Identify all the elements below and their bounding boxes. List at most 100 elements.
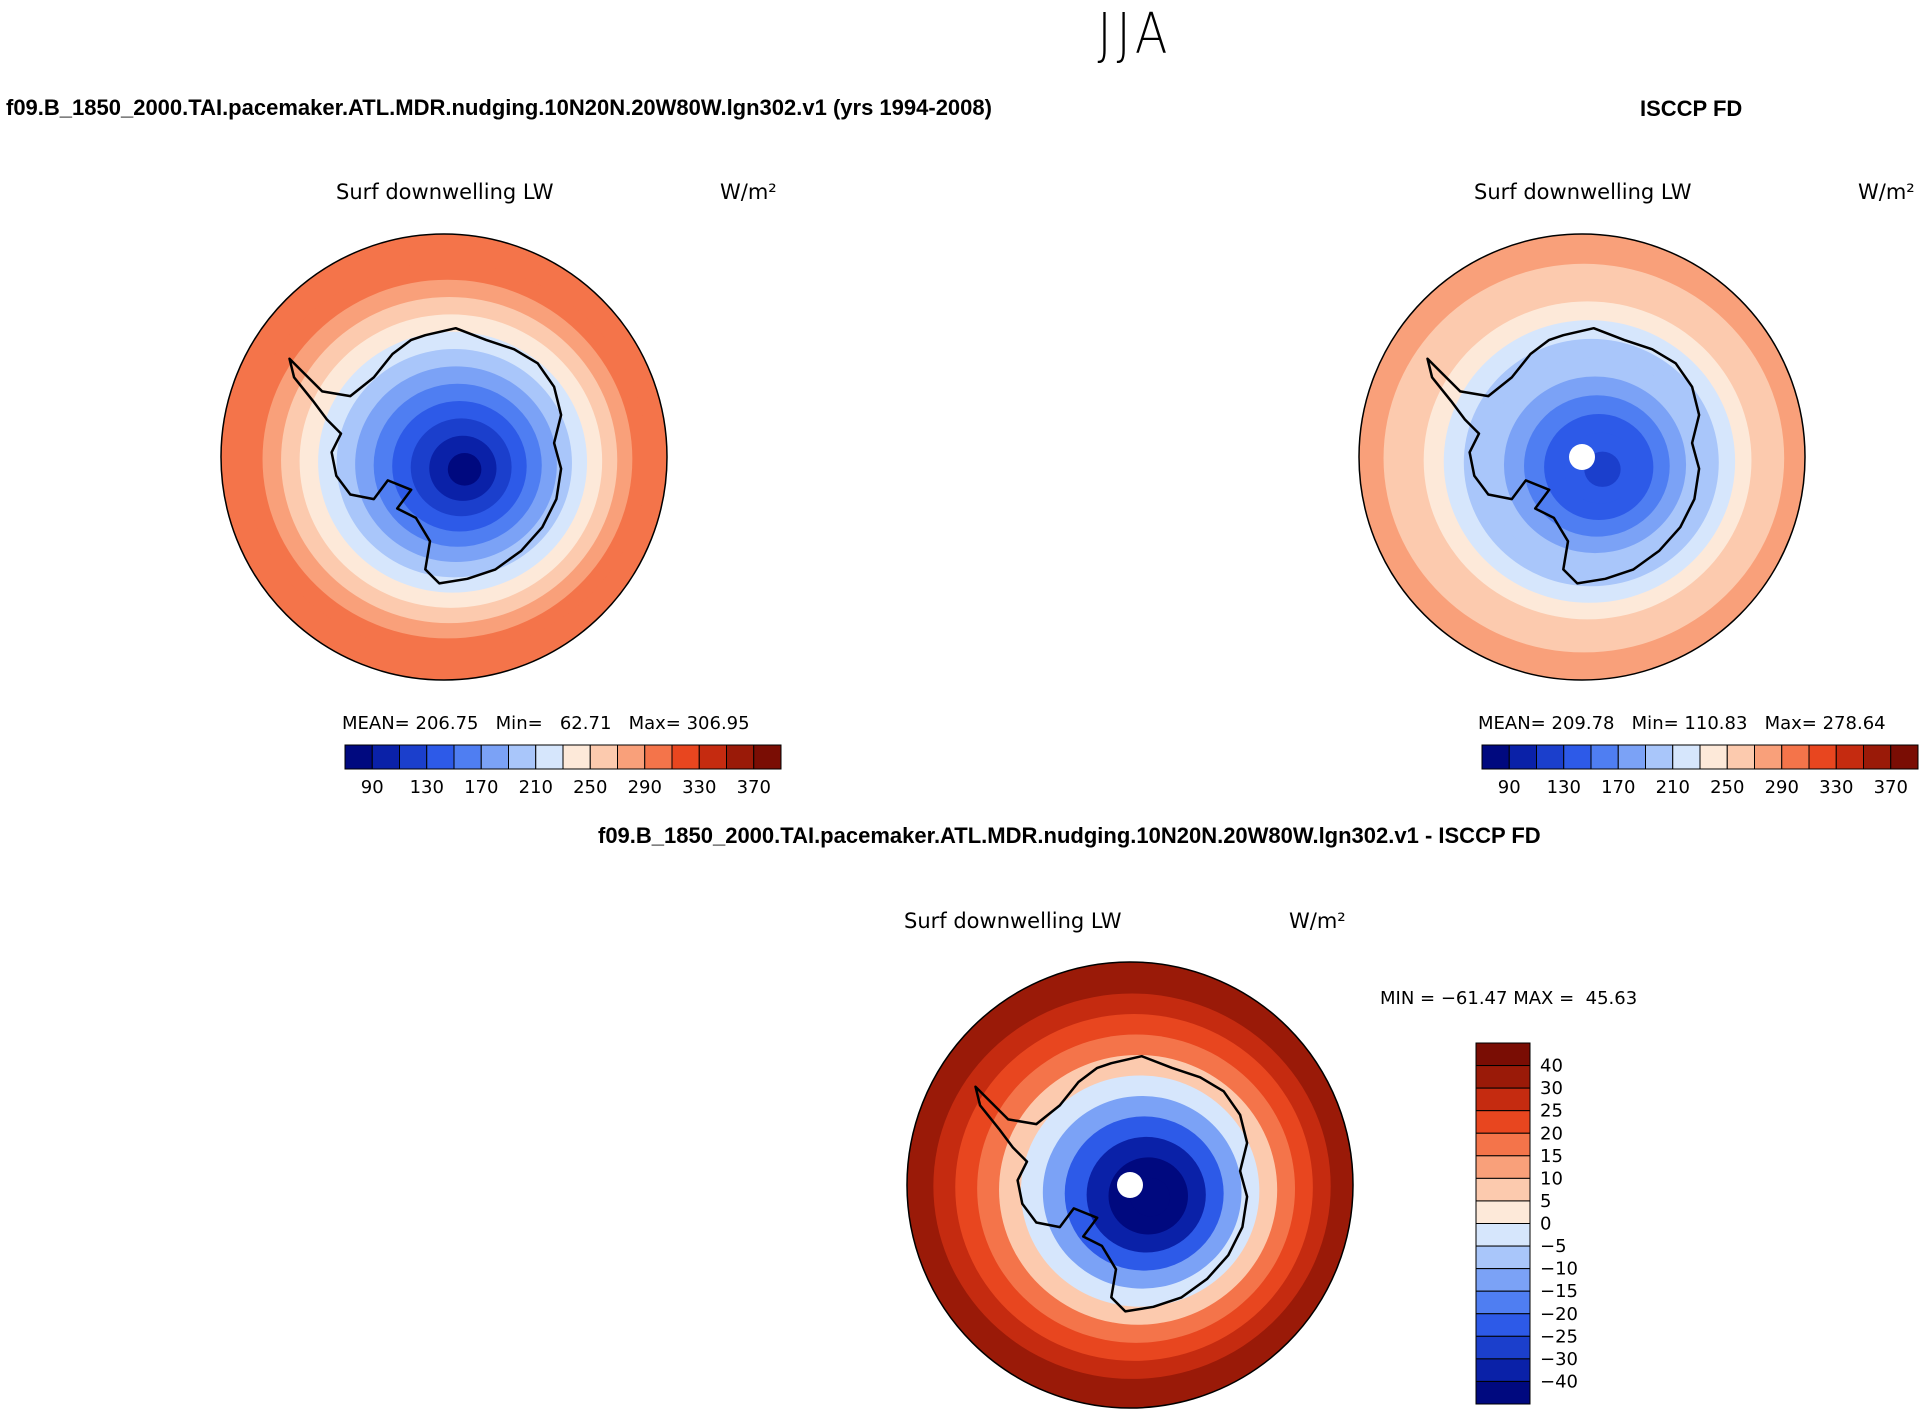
right-min-value: 110.83	[1684, 713, 1748, 734]
colorbar-tick-label: 30	[1540, 1078, 1563, 1099]
colorbar-tick-label: 130	[1547, 777, 1581, 798]
left-max-value: 306.95	[686, 713, 750, 734]
colorbar-box	[1508, 744, 1537, 770]
colorbar-tick-label: 290	[1765, 777, 1799, 798]
diff-max-value: 45.63	[1585, 988, 1638, 1009]
left-max-label: Max=	[628, 713, 681, 734]
colorbar-box	[1536, 744, 1565, 770]
right-max-value: 278.64	[1822, 713, 1886, 734]
colorbar-tick-label: 15	[1540, 1146, 1563, 1167]
colorbar-box	[1645, 744, 1674, 770]
colorbar-tick-label: −40	[1540, 1371, 1578, 1392]
colorbar-box	[1475, 1335, 1531, 1360]
colorbar-tick-label: 90	[361, 777, 384, 798]
colorbar-box	[1617, 744, 1646, 770]
colorbar-tick-label: 250	[573, 777, 607, 798]
colorbar-box	[1672, 744, 1701, 770]
colorbar-box	[562, 744, 591, 770]
right-panel-title: ISCCP FD	[1640, 96, 1743, 121]
colorbar-box	[1835, 744, 1864, 770]
right-mean-value: 209.78	[1551, 713, 1615, 734]
figure-title: JJA	[1097, 2, 1173, 67]
colorbar-box	[1475, 1087, 1531, 1112]
map-boundary	[1358, 233, 1806, 681]
right-variable-label: Surf downwelling LW	[1474, 180, 1692, 204]
colorbar-box	[1890, 744, 1919, 770]
colorbar-box	[344, 744, 373, 770]
colorbar-box	[371, 744, 400, 770]
right-stats: MEAN= 209.78 Min= 110.83 Max= 278.64	[1478, 713, 1886, 734]
colorbar-tick-label: 370	[737, 777, 771, 798]
left-panel-title: f09.B_1850_2000.TAI.pacemaker.ATL.MDR.nu…	[6, 95, 992, 120]
colorbar-box	[1475, 1042, 1531, 1067]
diff-min-label: MIN =	[1380, 988, 1436, 1009]
colorbar-tick-label: 290	[628, 777, 662, 798]
left-mean-value: 206.75	[415, 713, 479, 734]
diff-units-label: W/m²	[1289, 909, 1346, 933]
diff-max-label: MAX =	[1513, 988, 1575, 1009]
colorbar-tick-label: 330	[682, 777, 716, 798]
map-boundary	[906, 961, 1354, 1409]
colorbar-box	[1475, 1200, 1531, 1224]
colorbar-tick-label: −30	[1540, 1349, 1578, 1370]
colorbar-tick-label: 170	[464, 777, 498, 798]
colorbar-tick-label: −20	[1540, 1304, 1578, 1325]
left-min-value: 62.71	[559, 713, 612, 734]
colorbar-tick-label: 90	[1498, 777, 1521, 798]
polar-map-1	[1358, 233, 1806, 681]
colorbar-box	[698, 744, 727, 770]
colorbar-tick-label: 20	[1540, 1123, 1563, 1144]
colorbar-box	[589, 744, 618, 770]
colorbar-box	[1475, 1110, 1531, 1134]
colorbar-box	[535, 744, 564, 770]
right-min-label: Min=	[1631, 713, 1679, 734]
colorbar-box	[726, 744, 755, 770]
colorbar-tick-label: 130	[410, 777, 444, 798]
colorbar-box	[1475, 1177, 1531, 1202]
diff-stats: MIN = −61.47 MAX = 45.63	[1380, 988, 1637, 1009]
colorbar-tick-label: 40	[1540, 1056, 1563, 1077]
colorbar-box	[1475, 1313, 1531, 1337]
colorbar-box	[1726, 744, 1755, 770]
colorbar-box	[426, 744, 455, 770]
colorbar-box	[1475, 1132, 1531, 1157]
colorbar-box	[1808, 744, 1837, 770]
antarctica-coastline	[974, 1054, 1249, 1313]
colorbar-box	[1475, 1223, 1531, 1247]
colorbar-box	[1781, 744, 1810, 770]
colorbar-tick-label: 210	[519, 777, 553, 798]
colorbar-box	[644, 744, 673, 770]
colorbar-tick-label: 25	[1540, 1101, 1563, 1122]
colorbar-box	[453, 744, 482, 770]
diff-panel-title: f09.B_1850_2000.TAI.pacemaker.ATL.MDR.nu…	[598, 823, 1541, 848]
colorbar-box	[1699, 744, 1728, 770]
colorbar-box	[753, 744, 782, 770]
pole-missing-data	[1569, 444, 1595, 470]
colorbar-box	[617, 744, 646, 770]
colorbar-left: 90 130 170 210 250 290 330 370	[344, 744, 782, 798]
colorbar-box	[480, 744, 509, 770]
contour-band	[447, 453, 482, 486]
right-max-label: Max=	[1764, 713, 1817, 734]
colorbar-box	[1475, 1380, 1531, 1405]
colorbar-box	[1475, 1268, 1531, 1292]
colorbar-tick-label: 210	[1656, 777, 1690, 798]
colorbar-box	[399, 744, 428, 770]
colorbar-tick-label: 0	[1540, 1214, 1551, 1235]
polar-map-2	[906, 961, 1354, 1409]
colorbar-box	[1754, 744, 1783, 770]
colorbar-tick-label: 330	[1819, 777, 1853, 798]
left-variable-label: Surf downwelling LW	[336, 180, 554, 204]
diff-min-value: −61.47	[1440, 988, 1508, 1009]
colorbar-tick-label: 5	[1540, 1191, 1551, 1212]
colorbar-box	[1481, 744, 1510, 770]
pole-missing-data	[1117, 1172, 1143, 1198]
colorbar-box	[508, 744, 537, 770]
colorbar-box	[671, 744, 700, 770]
diff-variable-label: Surf downwelling LW	[904, 909, 1122, 933]
left-mean-label: MEAN=	[342, 713, 410, 734]
colorbar-tick-label: 250	[1710, 777, 1744, 798]
colorbar-box	[1863, 744, 1892, 770]
